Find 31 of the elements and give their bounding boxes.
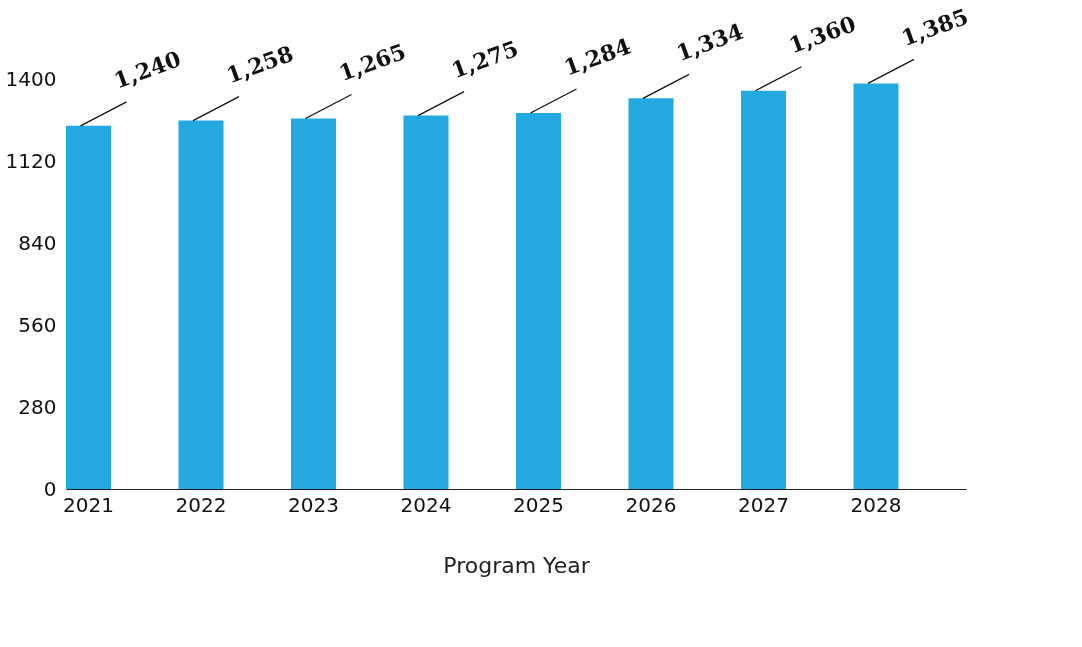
x-tick-label: 2023 bbox=[288, 492, 339, 517]
x-tick-label: 2021 bbox=[63, 492, 114, 517]
y-tick-label: 280 bbox=[18, 394, 57, 419]
data-label: 1,360 bbox=[785, 10, 859, 59]
data-label: 1,240 bbox=[110, 45, 184, 94]
bar bbox=[178, 120, 224, 489]
y-tick-label: 840 bbox=[18, 230, 57, 255]
bar bbox=[66, 125, 111, 489]
y-tick-label: 560 bbox=[18, 312, 57, 337]
data-label: 1,265 bbox=[335, 38, 409, 87]
x-tick-label: 2022 bbox=[175, 492, 227, 517]
bar bbox=[628, 98, 674, 489]
bar bbox=[516, 112, 561, 489]
x-axis-title: Program Year bbox=[443, 552, 591, 578]
bar bbox=[853, 83, 899, 489]
x-tick-label: 2027 bbox=[738, 492, 789, 517]
bar bbox=[403, 115, 449, 489]
data-label: 1,275 bbox=[447, 35, 522, 84]
bar bbox=[291, 118, 336, 489]
y-tick-label: 1400 bbox=[5, 66, 57, 91]
bar bbox=[741, 90, 786, 489]
x-tick-label: 2024 bbox=[400, 492, 452, 517]
x-tick-label: 2025 bbox=[513, 492, 564, 517]
y-tick-label: 0 bbox=[43, 476, 57, 501]
x-tick-label: 2026 bbox=[625, 492, 677, 517]
data-label: 1,258 bbox=[222, 40, 297, 89]
y-tick-label: 1120 bbox=[5, 148, 57, 173]
data-label: 1,334 bbox=[672, 17, 747, 66]
x-tick-label: 2028 bbox=[850, 492, 902, 517]
data-label: 1,385 bbox=[897, 2, 972, 51]
data-label: 1,284 bbox=[560, 32, 634, 81]
